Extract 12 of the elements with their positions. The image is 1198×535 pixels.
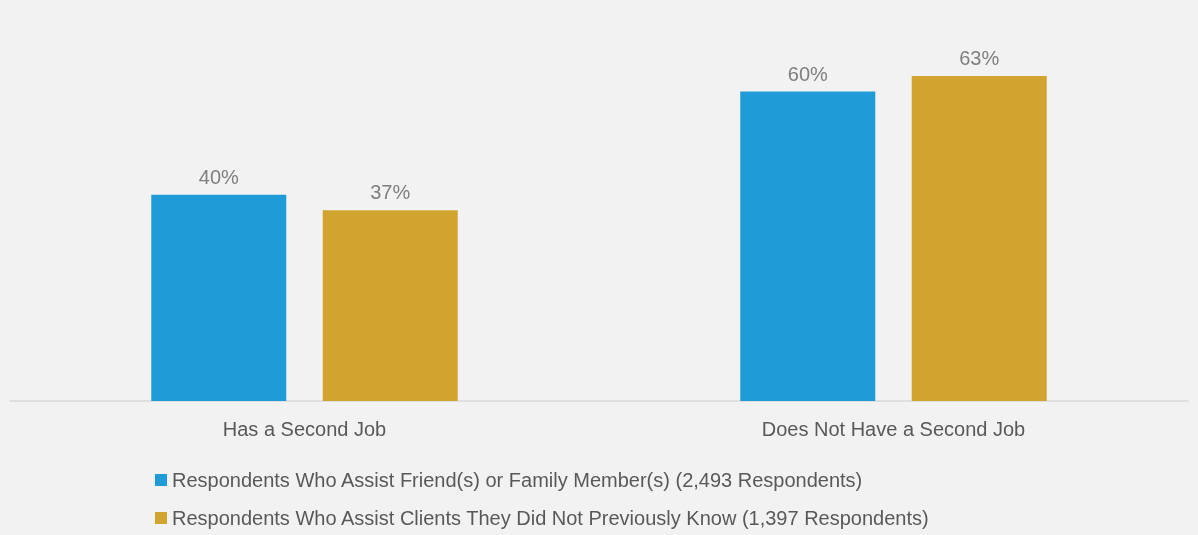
bar bbox=[151, 194, 287, 401]
data-label: 60% bbox=[787, 62, 829, 85]
data-label: 63% bbox=[959, 47, 1000, 70]
x-tick-label: Has a Second Job bbox=[222, 418, 387, 440]
legend-label: Respondents Who Assist Clients They Did Not Previously Know (1,397 Respondents) bbox=[172, 507, 929, 529]
bar bbox=[740, 91, 876, 401]
data-label: 37% bbox=[370, 181, 411, 204]
bar bbox=[322, 210, 458, 401]
bar bbox=[911, 76, 1047, 401]
x-tick-label: Does Not Have a Second Job bbox=[761, 418, 1026, 440]
legend-label: Respondents Who Assist Friend(s) or Family Member(s) (2,493 Respondents) bbox=[172, 469, 863, 491]
data-label: 40% bbox=[198, 165, 240, 188]
